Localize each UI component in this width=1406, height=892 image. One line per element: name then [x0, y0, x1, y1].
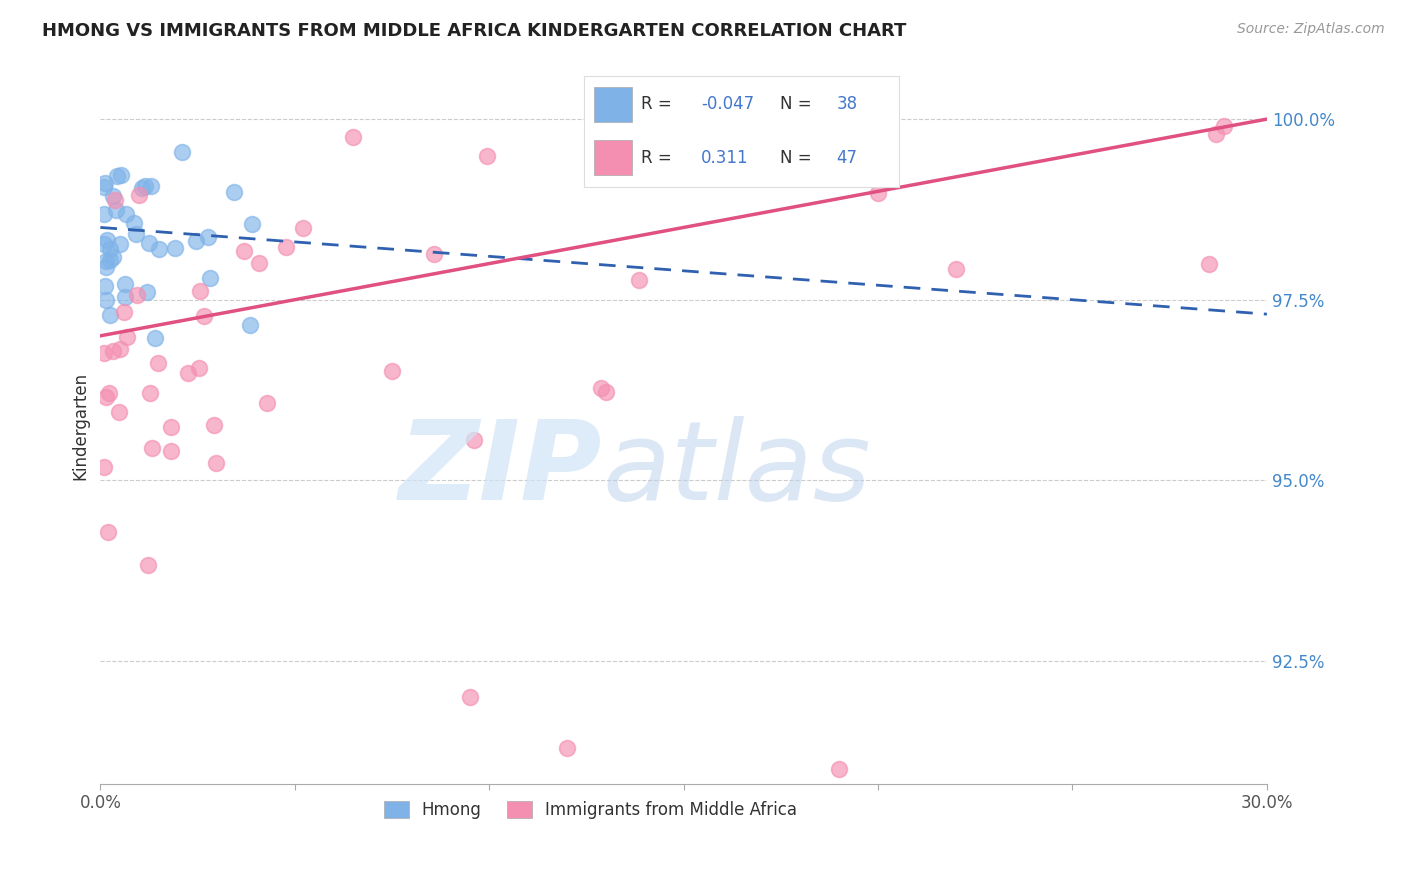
Point — [240, 218, 263, 232]
Point — [555, 740, 578, 755]
Point — [112, 305, 135, 319]
Point — [104, 203, 127, 218]
Point — [101, 188, 124, 202]
Point — [138, 235, 160, 250]
Point — [93, 460, 115, 475]
Point — [93, 207, 115, 221]
Point — [247, 255, 270, 269]
Point — [222, 185, 245, 199]
Point — [98, 308, 121, 322]
Point — [94, 293, 117, 307]
Text: Source: ZipAtlas.com: Source: ZipAtlas.com — [1237, 22, 1385, 37]
Point — [945, 262, 967, 277]
Point — [131, 181, 153, 195]
Point — [1213, 120, 1236, 134]
Point — [198, 271, 221, 285]
Point — [93, 236, 115, 251]
Point — [143, 330, 166, 344]
Point — [101, 343, 124, 358]
Point — [94, 176, 117, 190]
Point — [146, 356, 169, 370]
Point — [93, 180, 115, 194]
Point — [184, 234, 207, 248]
Point — [463, 434, 485, 448]
Point — [159, 420, 181, 434]
Point — [381, 364, 404, 378]
Point — [108, 237, 131, 252]
Point — [107, 405, 129, 419]
Point — [475, 148, 498, 162]
Point — [97, 524, 120, 539]
Point — [114, 277, 136, 291]
Point — [628, 273, 651, 287]
Point — [172, 145, 194, 160]
Point — [256, 396, 278, 410]
Point — [190, 284, 212, 298]
Point — [98, 386, 121, 401]
Point — [205, 456, 228, 470]
Point — [188, 361, 211, 376]
Point — [96, 260, 118, 275]
Point — [202, 418, 225, 433]
Point — [93, 346, 115, 360]
Point — [141, 441, 163, 455]
Point — [105, 169, 128, 183]
Point — [94, 279, 117, 293]
Point — [127, 288, 149, 302]
Point — [128, 187, 150, 202]
Point — [233, 244, 256, 258]
Point — [148, 242, 170, 256]
Point — [291, 220, 314, 235]
Point — [163, 241, 186, 255]
Legend: Hmong, Immigrants from Middle Africa: Hmong, Immigrants from Middle Africa — [377, 794, 804, 825]
Point — [96, 233, 118, 247]
Point — [104, 193, 127, 207]
Text: HMONG VS IMMIGRANTS FROM MIDDLE AFRICA KINDERGARTEN CORRELATION CHART: HMONG VS IMMIGRANTS FROM MIDDLE AFRICA K… — [42, 22, 907, 40]
Point — [139, 385, 162, 400]
Point — [591, 381, 613, 395]
Point — [160, 443, 183, 458]
Point — [139, 179, 162, 194]
Point — [197, 229, 219, 244]
Point — [1198, 257, 1220, 271]
Point — [342, 130, 364, 145]
Point — [94, 254, 117, 268]
Point — [423, 247, 446, 261]
Point — [101, 250, 124, 264]
Point — [1205, 127, 1227, 141]
Point — [94, 390, 117, 404]
Point — [134, 179, 156, 194]
Point — [115, 330, 138, 344]
Point — [627, 129, 650, 144]
Point — [828, 762, 851, 776]
Point — [125, 227, 148, 241]
Point — [98, 253, 121, 268]
Point — [595, 384, 617, 399]
Point — [177, 366, 200, 380]
Point — [115, 207, 138, 221]
Point — [868, 186, 890, 201]
Point — [110, 342, 132, 356]
Text: atlas: atlas — [602, 416, 870, 523]
Point — [98, 242, 121, 256]
Point — [276, 240, 298, 254]
Text: ZIP: ZIP — [398, 416, 602, 523]
Point — [122, 216, 145, 230]
Point — [135, 285, 157, 299]
Point — [114, 290, 136, 304]
Point — [110, 169, 132, 183]
Point — [458, 690, 481, 704]
Point — [136, 558, 159, 573]
Point — [239, 318, 262, 333]
Point — [193, 309, 215, 323]
Y-axis label: Kindergarten: Kindergarten — [72, 372, 89, 480]
